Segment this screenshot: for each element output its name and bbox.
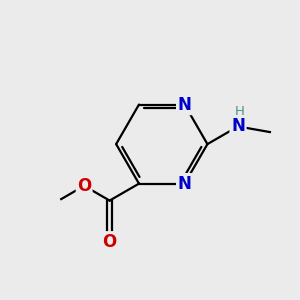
Text: N: N [178,96,191,114]
Text: H: H [235,105,244,118]
Text: O: O [103,233,117,251]
Text: N: N [178,175,191,193]
Text: O: O [77,177,91,195]
Text: N: N [231,117,245,135]
